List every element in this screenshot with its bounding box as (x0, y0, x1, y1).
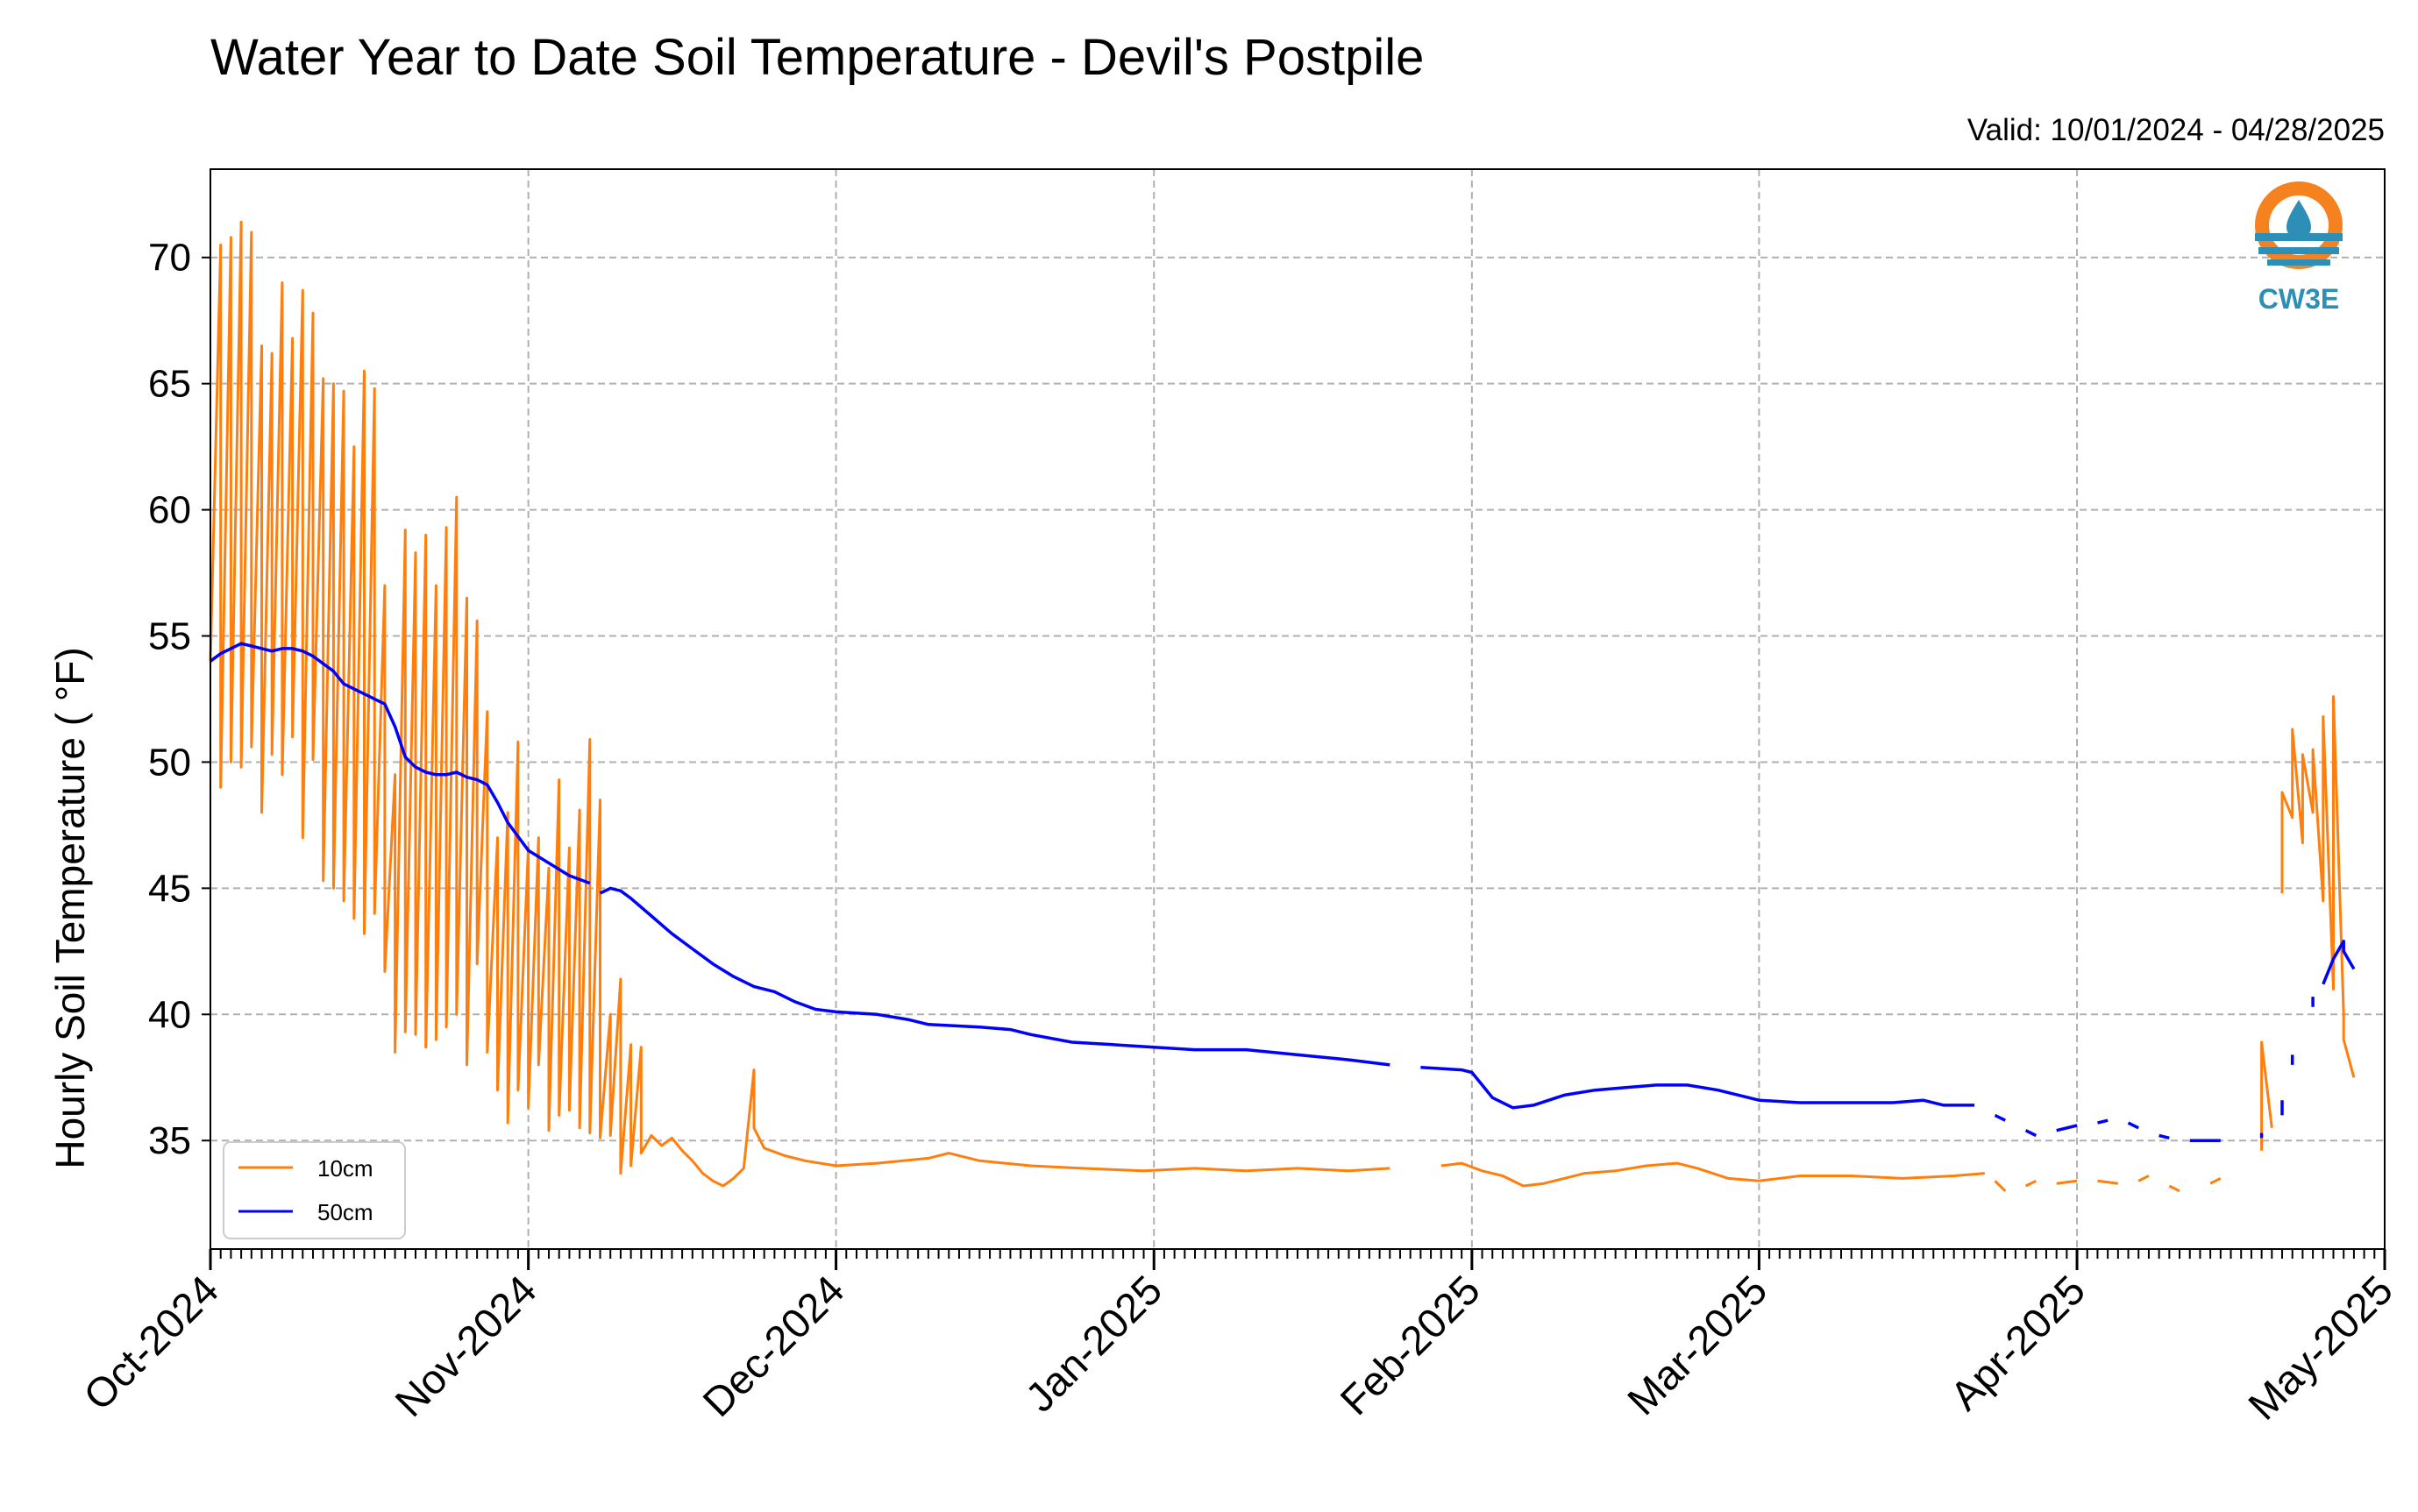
legend-label-50cm: 50cm (317, 1199, 373, 1225)
chart-title: Water Year to Date Soil Temperature - De… (210, 29, 1424, 86)
ytick-label-50: 50 (148, 741, 191, 784)
series-line-10cm (209, 220, 2356, 1193)
grid (210, 169, 2385, 1249)
legend-label-10cm: 10cm (317, 1155, 373, 1182)
logo-wave-3 (2267, 259, 2330, 266)
ytick-label-35: 35 (148, 1119, 191, 1162)
ytick-label-45: 45 (148, 867, 191, 910)
series-layer (209, 220, 2356, 1193)
ytick-label-60: 60 (148, 489, 191, 532)
ytick-label-70: 70 (148, 237, 191, 280)
y-axis: 35 40 45 50 55 60 65 70 (148, 237, 210, 1162)
logo-wave-2 (2258, 247, 2339, 254)
logo-drop-icon (2286, 200, 2311, 238)
logo-text: CW3E (2258, 283, 2339, 315)
legend-box (223, 1141, 406, 1239)
chart-subtitle: Valid: 10/01/2024 - 04/28/2025 (1967, 113, 2385, 147)
y-axis-label: Hourly Soil Temperature ( °F) (47, 647, 93, 1168)
cw3e-logo: CW3E (2255, 181, 2343, 315)
ytick-label-40: 40 (148, 993, 191, 1036)
series-line-50cm (209, 642, 2356, 1142)
ytick-label-65: 65 (148, 363, 191, 406)
ytick-label-55: 55 (148, 615, 191, 658)
legend: 10cm 50cm (223, 1141, 406, 1239)
